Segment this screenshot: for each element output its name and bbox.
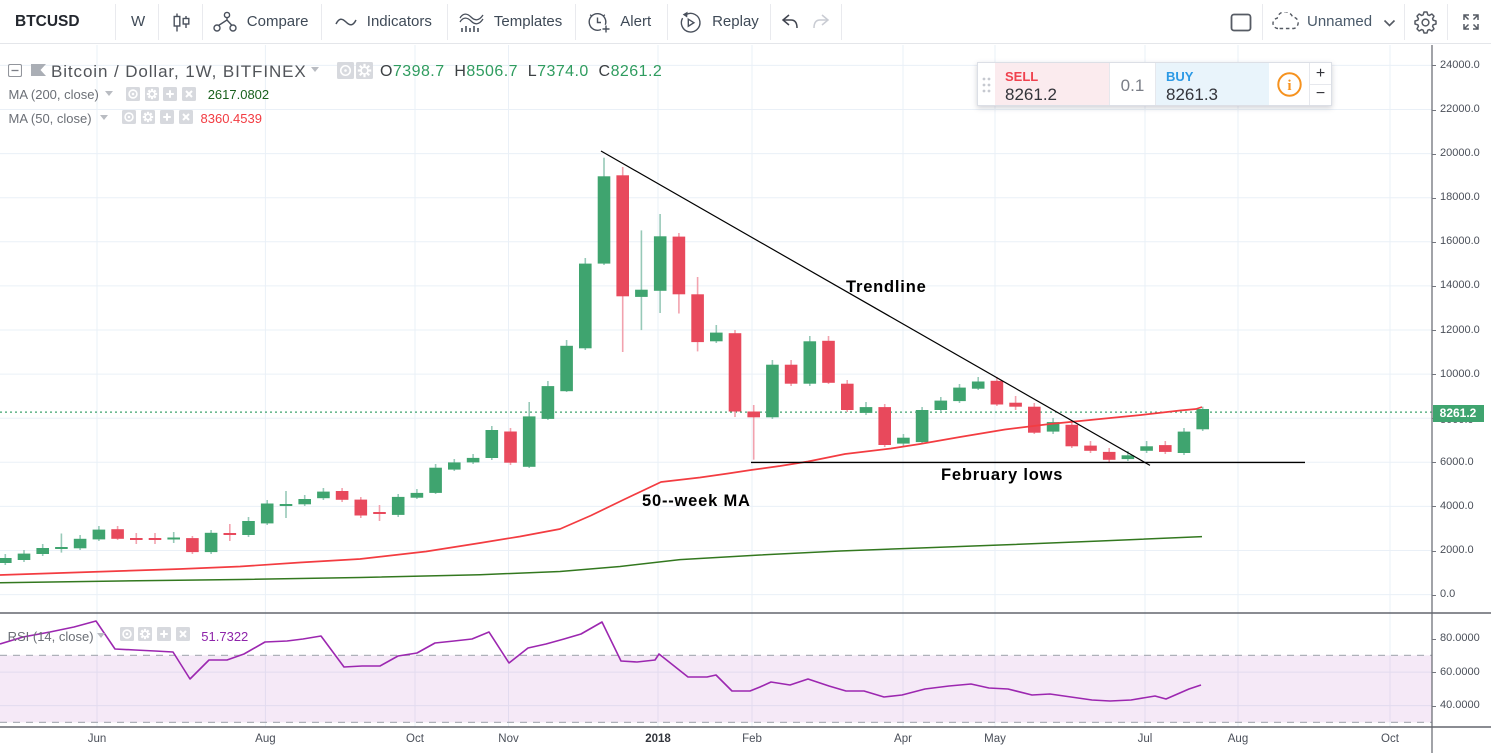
svg-text:i: i <box>1287 78 1291 94</box>
